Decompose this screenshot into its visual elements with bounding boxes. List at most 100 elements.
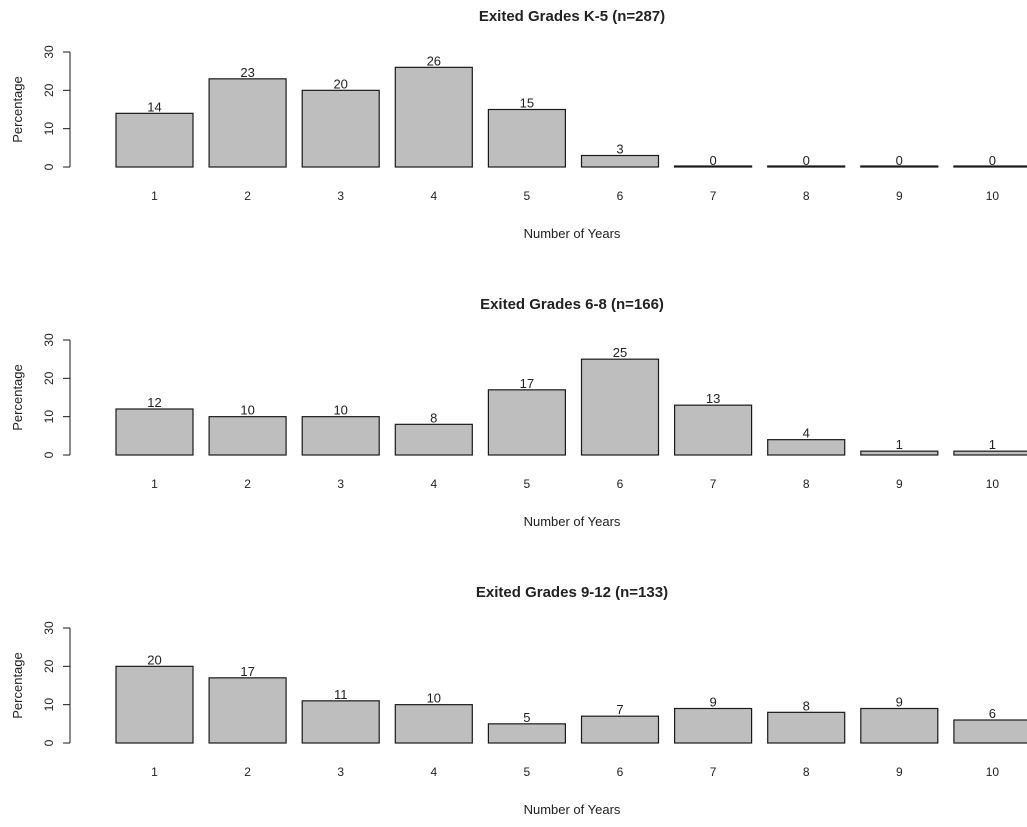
- x-tick-label: 8: [803, 477, 810, 491]
- y-axis-label: Percentage: [10, 76, 25, 143]
- bar-2: [208, 677, 287, 744]
- x-tick-label: 4: [430, 477, 437, 491]
- y-axis-label: Percentage: [10, 652, 25, 719]
- data-label: 13: [706, 391, 720, 406]
- chart-panel-3: Exited Grades 9-12 (n=133) 0 10 20 30 Percent…: [10, 584, 1027, 817]
- y-tick-label: 0: [42, 739, 56, 746]
- x-tick-label: 6: [617, 189, 624, 203]
- bar-5: [487, 108, 566, 168]
- data-label: 8: [430, 410, 437, 425]
- y-tick-label: 0: [42, 451, 56, 458]
- x-tick-label: 1: [151, 477, 158, 491]
- data-label: 10: [333, 403, 347, 418]
- data-label: 26: [427, 53, 441, 68]
- bar-7: [673, 404, 753, 456]
- x-tick-label: 2: [244, 477, 251, 491]
- data-label: 10: [427, 691, 441, 706]
- x-tick-label: 9: [896, 189, 903, 203]
- y-tick-label: 20: [42, 659, 56, 673]
- x-tick-label: 2: [244, 765, 251, 779]
- x-axis-label: Number of Years: [524, 514, 621, 529]
- bar-1: [115, 408, 194, 456]
- bar-10: [953, 450, 1027, 456]
- bar-2: [208, 416, 287, 456]
- data-label: 9: [709, 695, 716, 710]
- x-tick-label: 6: [617, 477, 624, 491]
- x-tick-label: 9: [896, 765, 903, 779]
- bar-10: [953, 165, 1027, 168]
- y-tick-label: 30: [42, 621, 56, 635]
- bar-7: [673, 707, 753, 744]
- bar-7: [673, 165, 753, 168]
- x-tick-label: 7: [710, 477, 717, 491]
- bar-2: [208, 78, 287, 168]
- x-tick-label: 5: [524, 765, 531, 779]
- data-label: 0: [803, 153, 810, 168]
- bar-4: [394, 423, 473, 456]
- x-tick-label: 3: [337, 477, 344, 491]
- x-axis-label: Number of Years: [524, 226, 621, 241]
- x-tick-label: 4: [430, 765, 437, 779]
- data-label: 10: [240, 403, 254, 418]
- bar-9: [860, 450, 939, 456]
- data-label: 1: [896, 437, 903, 452]
- x-tick-label: 1: [151, 189, 158, 203]
- data-label: 8: [803, 698, 810, 713]
- x-tick-label: 2: [244, 189, 251, 203]
- bar-6: [580, 715, 660, 744]
- data-label: 25: [613, 345, 627, 360]
- bar-5: [487, 723, 566, 744]
- data-label: 1: [989, 437, 996, 452]
- bar-9: [860, 707, 939, 744]
- chart-title: Exited Grades K-5 (n=287): [479, 8, 665, 25]
- bar-4: [394, 704, 473, 744]
- y-axis-label: Percentage: [10, 364, 25, 431]
- data-label: 7: [616, 702, 623, 717]
- data-label: 23: [240, 65, 254, 80]
- bar-8: [767, 165, 846, 168]
- y-tick-label: 30: [42, 333, 56, 347]
- chart-title: Exited Grades 9-12 (n=133): [476, 584, 668, 601]
- bar-10: [953, 719, 1027, 744]
- x-tick-label: 7: [710, 765, 717, 779]
- data-label: 5: [523, 710, 530, 725]
- data-label: 17: [240, 664, 254, 679]
- y-tick-label: 10: [42, 122, 56, 136]
- x-tick-label: 1: [151, 765, 158, 779]
- bar-1: [115, 665, 194, 744]
- data-label: 15: [520, 96, 534, 111]
- data-label: 14: [147, 99, 161, 114]
- data-label: 0: [896, 153, 903, 168]
- x-tick-label: 6: [617, 765, 624, 779]
- y-tick-label: 0: [42, 163, 56, 170]
- data-label: 11: [334, 687, 348, 702]
- bar-1: [115, 112, 194, 168]
- bar-8: [767, 711, 846, 744]
- bar-3: [301, 700, 380, 744]
- y-tick-label: 20: [42, 371, 56, 385]
- bar-3: [301, 89, 380, 168]
- bar-5: [487, 389, 566, 456]
- data-label: 9: [896, 695, 903, 710]
- x-tick-label: 10: [986, 189, 1000, 203]
- bar-6: [580, 358, 660, 456]
- data-label: 20: [147, 652, 161, 667]
- data-label: 6: [989, 706, 996, 721]
- chart-title: Exited Grades 6-8 (n=166): [480, 296, 664, 313]
- y-tick-label: 20: [42, 83, 56, 97]
- chart-panel-2: Exited Grades 6-8 (n=166) 0 10 20 30 Percenta…: [10, 296, 1027, 529]
- y-tick-label: 30: [42, 45, 56, 59]
- x-tick-label: 10: [986, 477, 1000, 491]
- x-tick-label: 8: [803, 189, 810, 203]
- data-label: 0: [989, 153, 996, 168]
- data-label: 4: [803, 426, 810, 441]
- data-label: 12: [147, 395, 161, 410]
- bar-3: [301, 416, 380, 456]
- x-tick-label: 4: [430, 189, 437, 203]
- x-axis-label: Number of Years: [524, 802, 621, 817]
- x-tick-label: 3: [337, 765, 344, 779]
- bar-8: [767, 439, 846, 456]
- data-label: 17: [520, 376, 534, 391]
